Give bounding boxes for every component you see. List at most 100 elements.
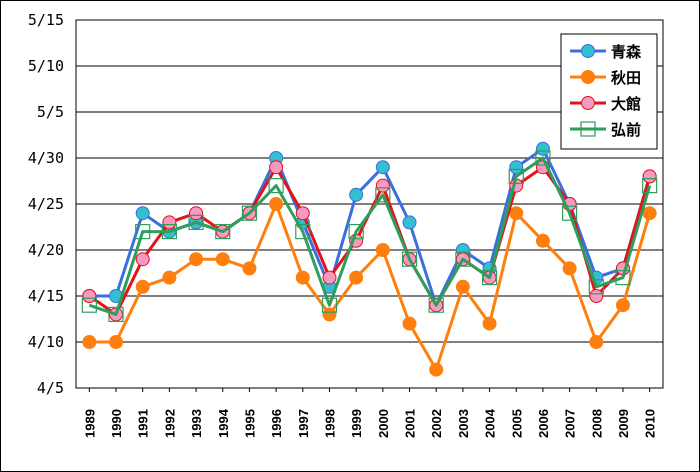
data-point <box>81 297 97 313</box>
data-point <box>508 168 524 184</box>
data-point <box>455 279 470 294</box>
data-point <box>242 261 257 276</box>
data-point <box>402 215 417 230</box>
data-point <box>322 270 337 285</box>
series-line <box>89 202 652 372</box>
x-tick-label: 1999 <box>349 409 364 438</box>
y-tick-label: 5/10 <box>28 57 64 75</box>
data-point <box>509 206 524 221</box>
x-tick-label: 2008 <box>589 409 604 438</box>
data-point <box>269 160 284 175</box>
x-tick-label: 1997 <box>296 409 311 438</box>
x-tick-label: 1989 <box>82 409 97 438</box>
data-point <box>322 307 337 322</box>
data-point <box>375 160 390 175</box>
data-point <box>349 270 364 285</box>
data-point <box>642 169 657 184</box>
data-point <box>375 187 391 203</box>
legend-label: 弘前 <box>611 121 641 139</box>
data-point <box>535 141 550 156</box>
data-point <box>375 243 390 257</box>
x-tick-label: 2000 <box>376 409 391 438</box>
data-point <box>162 215 177 230</box>
x-tick-label: 1995 <box>242 409 257 438</box>
data-point <box>615 298 630 313</box>
legend-marker <box>580 121 596 137</box>
y-tick-label: 4/10 <box>28 333 64 351</box>
legend-label: 青森 <box>611 43 642 61</box>
y-tick-label: 4/5 <box>37 379 64 397</box>
legend-marker <box>581 44 595 58</box>
data-point <box>188 214 204 230</box>
data-point <box>295 224 311 240</box>
legend-label: 秋田 <box>611 69 641 87</box>
data-point <box>589 289 604 303</box>
data-point <box>375 178 390 193</box>
x-tick-label: 1991 <box>136 409 151 438</box>
x-tick-label: 1990 <box>109 409 124 438</box>
data-point <box>189 206 204 221</box>
x-tick-label: 2006 <box>536 409 551 438</box>
legend-marker <box>581 96 595 110</box>
y-tick-label: 4/25 <box>28 195 64 213</box>
data-point <box>615 270 631 286</box>
data-point <box>455 251 471 267</box>
data-point <box>295 270 310 285</box>
data-point <box>321 297 338 313</box>
data-point <box>401 251 418 267</box>
x-tick-label: 1993 <box>189 409 204 438</box>
data-point <box>189 252 204 267</box>
x-tick-label: 2001 <box>403 409 418 438</box>
data-point <box>481 270 498 286</box>
data-point <box>82 335 97 349</box>
data-point <box>562 261 577 276</box>
data-point <box>82 289 97 303</box>
y-tick-label: 5/5 <box>37 103 64 121</box>
data-point <box>402 316 417 331</box>
x-tick-label: 2005 <box>509 409 524 438</box>
series-line <box>88 156 652 316</box>
y-tick-label: 4/15 <box>28 287 64 305</box>
data-point <box>349 187 364 202</box>
data-point <box>348 224 364 240</box>
data-point <box>109 335 124 349</box>
data-point <box>135 252 150 267</box>
data-point <box>588 279 604 295</box>
series-line <box>88 165 652 316</box>
data-point <box>215 224 231 240</box>
data-point <box>241 205 258 221</box>
x-tick-label: 1992 <box>162 409 177 438</box>
x-tick-label: 2003 <box>456 409 471 438</box>
data-point <box>162 270 177 285</box>
x-tick-label: 2007 <box>563 409 578 438</box>
data-point <box>428 297 444 313</box>
data-point <box>295 206 310 221</box>
data-point <box>535 150 551 166</box>
data-point <box>509 160 524 175</box>
data-point <box>161 224 177 240</box>
data-point <box>562 205 578 221</box>
x-tick-label: 1998 <box>322 409 337 438</box>
y-tick-label: 5/15 <box>28 11 64 29</box>
data-point <box>589 335 604 349</box>
plot-area <box>75 19 664 389</box>
y-tick-label: 4/20 <box>28 241 64 259</box>
data-point <box>135 206 150 221</box>
data-point <box>482 316 497 331</box>
x-tick-label: 2004 <box>483 408 498 438</box>
legend-marker <box>581 70 595 84</box>
data-point <box>429 362 444 377</box>
data-point <box>642 206 657 221</box>
data-point <box>535 233 550 248</box>
x-tick-label: 1996 <box>269 409 284 438</box>
data-point <box>642 178 658 194</box>
x-tick-label: 2002 <box>429 409 444 438</box>
x-tick-label: 1994 <box>216 408 231 438</box>
data-point <box>135 279 150 294</box>
y-tick-label: 4/30 <box>28 149 64 167</box>
legend-label: 大館 <box>611 95 641 113</box>
data-point <box>108 306 124 322</box>
data-point <box>215 252 230 267</box>
